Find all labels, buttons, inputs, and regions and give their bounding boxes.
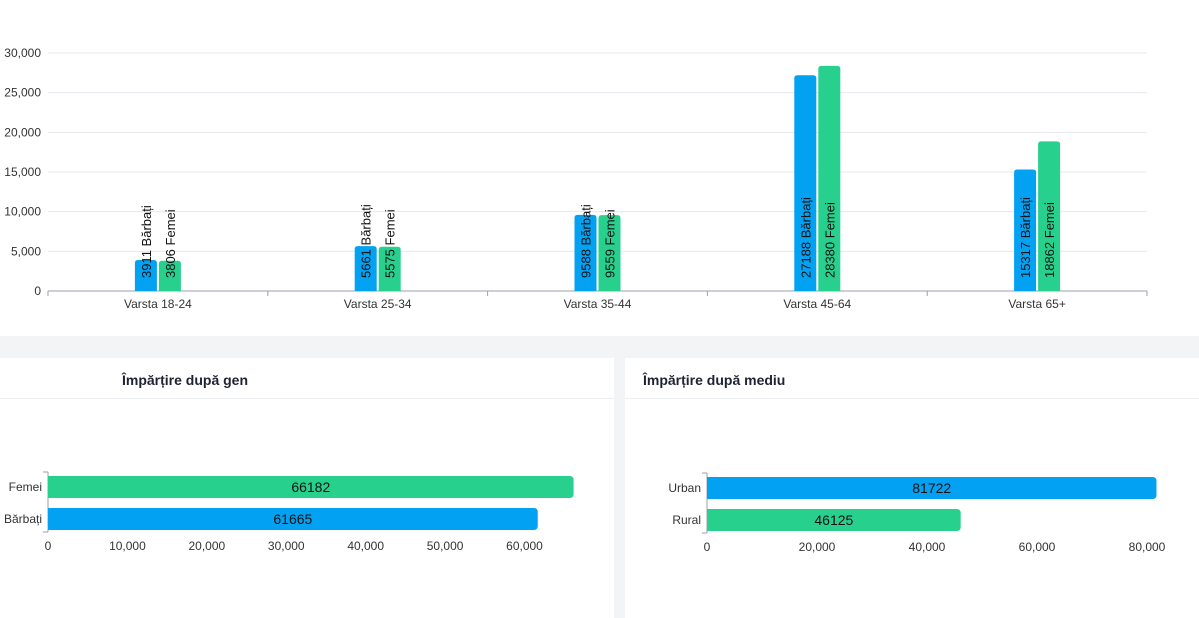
bar-value-label: 46125 [814, 512, 853, 528]
y-tick-label: 25,000 [4, 86, 41, 100]
bar-barbati [134, 259, 157, 291]
bar-rural [707, 509, 961, 531]
data-label: 3806 Femei [163, 209, 178, 278]
bar-barbati [1014, 169, 1037, 291]
environment-card-header: Împărțire după mediu [625, 358, 1199, 399]
gender-card: Împărțire după gen 0 10,000 20,000 30,000 40… [0, 358, 614, 618]
age-group-bar-chart: 0 5,000 10,000 15,000 20,000 25,000 30,000 Vars… [4, 46, 1148, 311]
category-label: Rural [672, 513, 701, 527]
bar-value-label: 66182 [291, 479, 330, 495]
data-label: 5575 Femei [383, 209, 398, 278]
data-label: 9588 Bărbați [579, 204, 594, 278]
x-tick-label: 20,000 [188, 539, 225, 553]
bar-value-label: 61665 [273, 511, 312, 527]
data-label: 18862 Femei [1042, 202, 1057, 278]
x-tick-label: 40,000 [347, 539, 384, 553]
bar-barbati [354, 246, 377, 291]
gender-card-header: Împărțire după gen [0, 358, 614, 399]
bar-barbati [574, 214, 597, 291]
bar-femei [818, 65, 841, 292]
bar-femei [1038, 141, 1061, 291]
category-label: Urban [668, 481, 701, 495]
x-tick-label: 60,000 [1019, 540, 1056, 554]
x-tick-label: 60,000 [506, 539, 543, 553]
bar-femei [158, 260, 181, 291]
bar-femei [598, 215, 621, 291]
x-tick-label: Varsta 45-64 [783, 297, 851, 311]
y-tick-label: 5,000 [11, 244, 41, 258]
data-label: 9559 Femei [603, 209, 618, 278]
data-label: 15317 Bărbați [1018, 197, 1033, 278]
bar-barbati [794, 75, 817, 291]
category-label: Bărbați [4, 512, 42, 526]
data-label: 27188 Bărbați [798, 197, 813, 278]
bar-urban [707, 477, 1157, 499]
x-tick-label: 40,000 [909, 540, 946, 554]
data-label: 28380 Femei [822, 202, 837, 278]
x-tick-label: Varsta 25-34 [344, 297, 412, 311]
x-tick-label: Varsta 65+ [1008, 297, 1065, 311]
bar-value-label: 81722 [912, 480, 951, 496]
environment-card: Împărțire după mediu 0 20,000 40,000 60,000… [625, 358, 1199, 618]
y-tick-label: 10,000 [4, 205, 41, 219]
y-tick-label: 15,000 [4, 165, 41, 179]
x-tick-label: 0 [45, 539, 52, 553]
data-label: 5661 Bărbați [359, 204, 374, 278]
gender-bar-chart: 0 10,000 20,000 30,000 40,000 50,000 60,000 661… [4, 471, 574, 553]
x-tick-label: 10,000 [109, 539, 146, 553]
bar-femei [378, 246, 401, 291]
category-label: Femei [9, 480, 42, 494]
environment-card-title: Împărțire după mediu [643, 372, 786, 388]
x-tick-label: Varsta 18-24 [124, 297, 192, 311]
age-chart-panel: 0 5,000 10,000 15,000 20,000 25,000 30,000 Vars… [0, 0, 1199, 336]
bar-brbai [48, 508, 538, 530]
y-tick-label: 30,000 [4, 46, 41, 60]
x-tick-label: 80,000 [1129, 540, 1166, 554]
y-tick-label: 0 [34, 284, 41, 298]
environment-bar-chart: 0 20,000 40,000 60,000 80,000 81722 Urban 46125… [668, 472, 1166, 554]
x-tick-label: 20,000 [799, 540, 836, 554]
x-tick-label: Varsta 35-44 [564, 297, 632, 311]
bar-femei [48, 476, 574, 498]
gender-card-title: Împărțire după gen [122, 372, 249, 388]
x-tick-label: 50,000 [427, 539, 464, 553]
y-tick-label: 20,000 [4, 125, 41, 139]
data-label: 3911 Bărbați [139, 205, 154, 278]
x-tick-label: 0 [704, 540, 711, 554]
x-tick-label: 30,000 [268, 539, 305, 553]
